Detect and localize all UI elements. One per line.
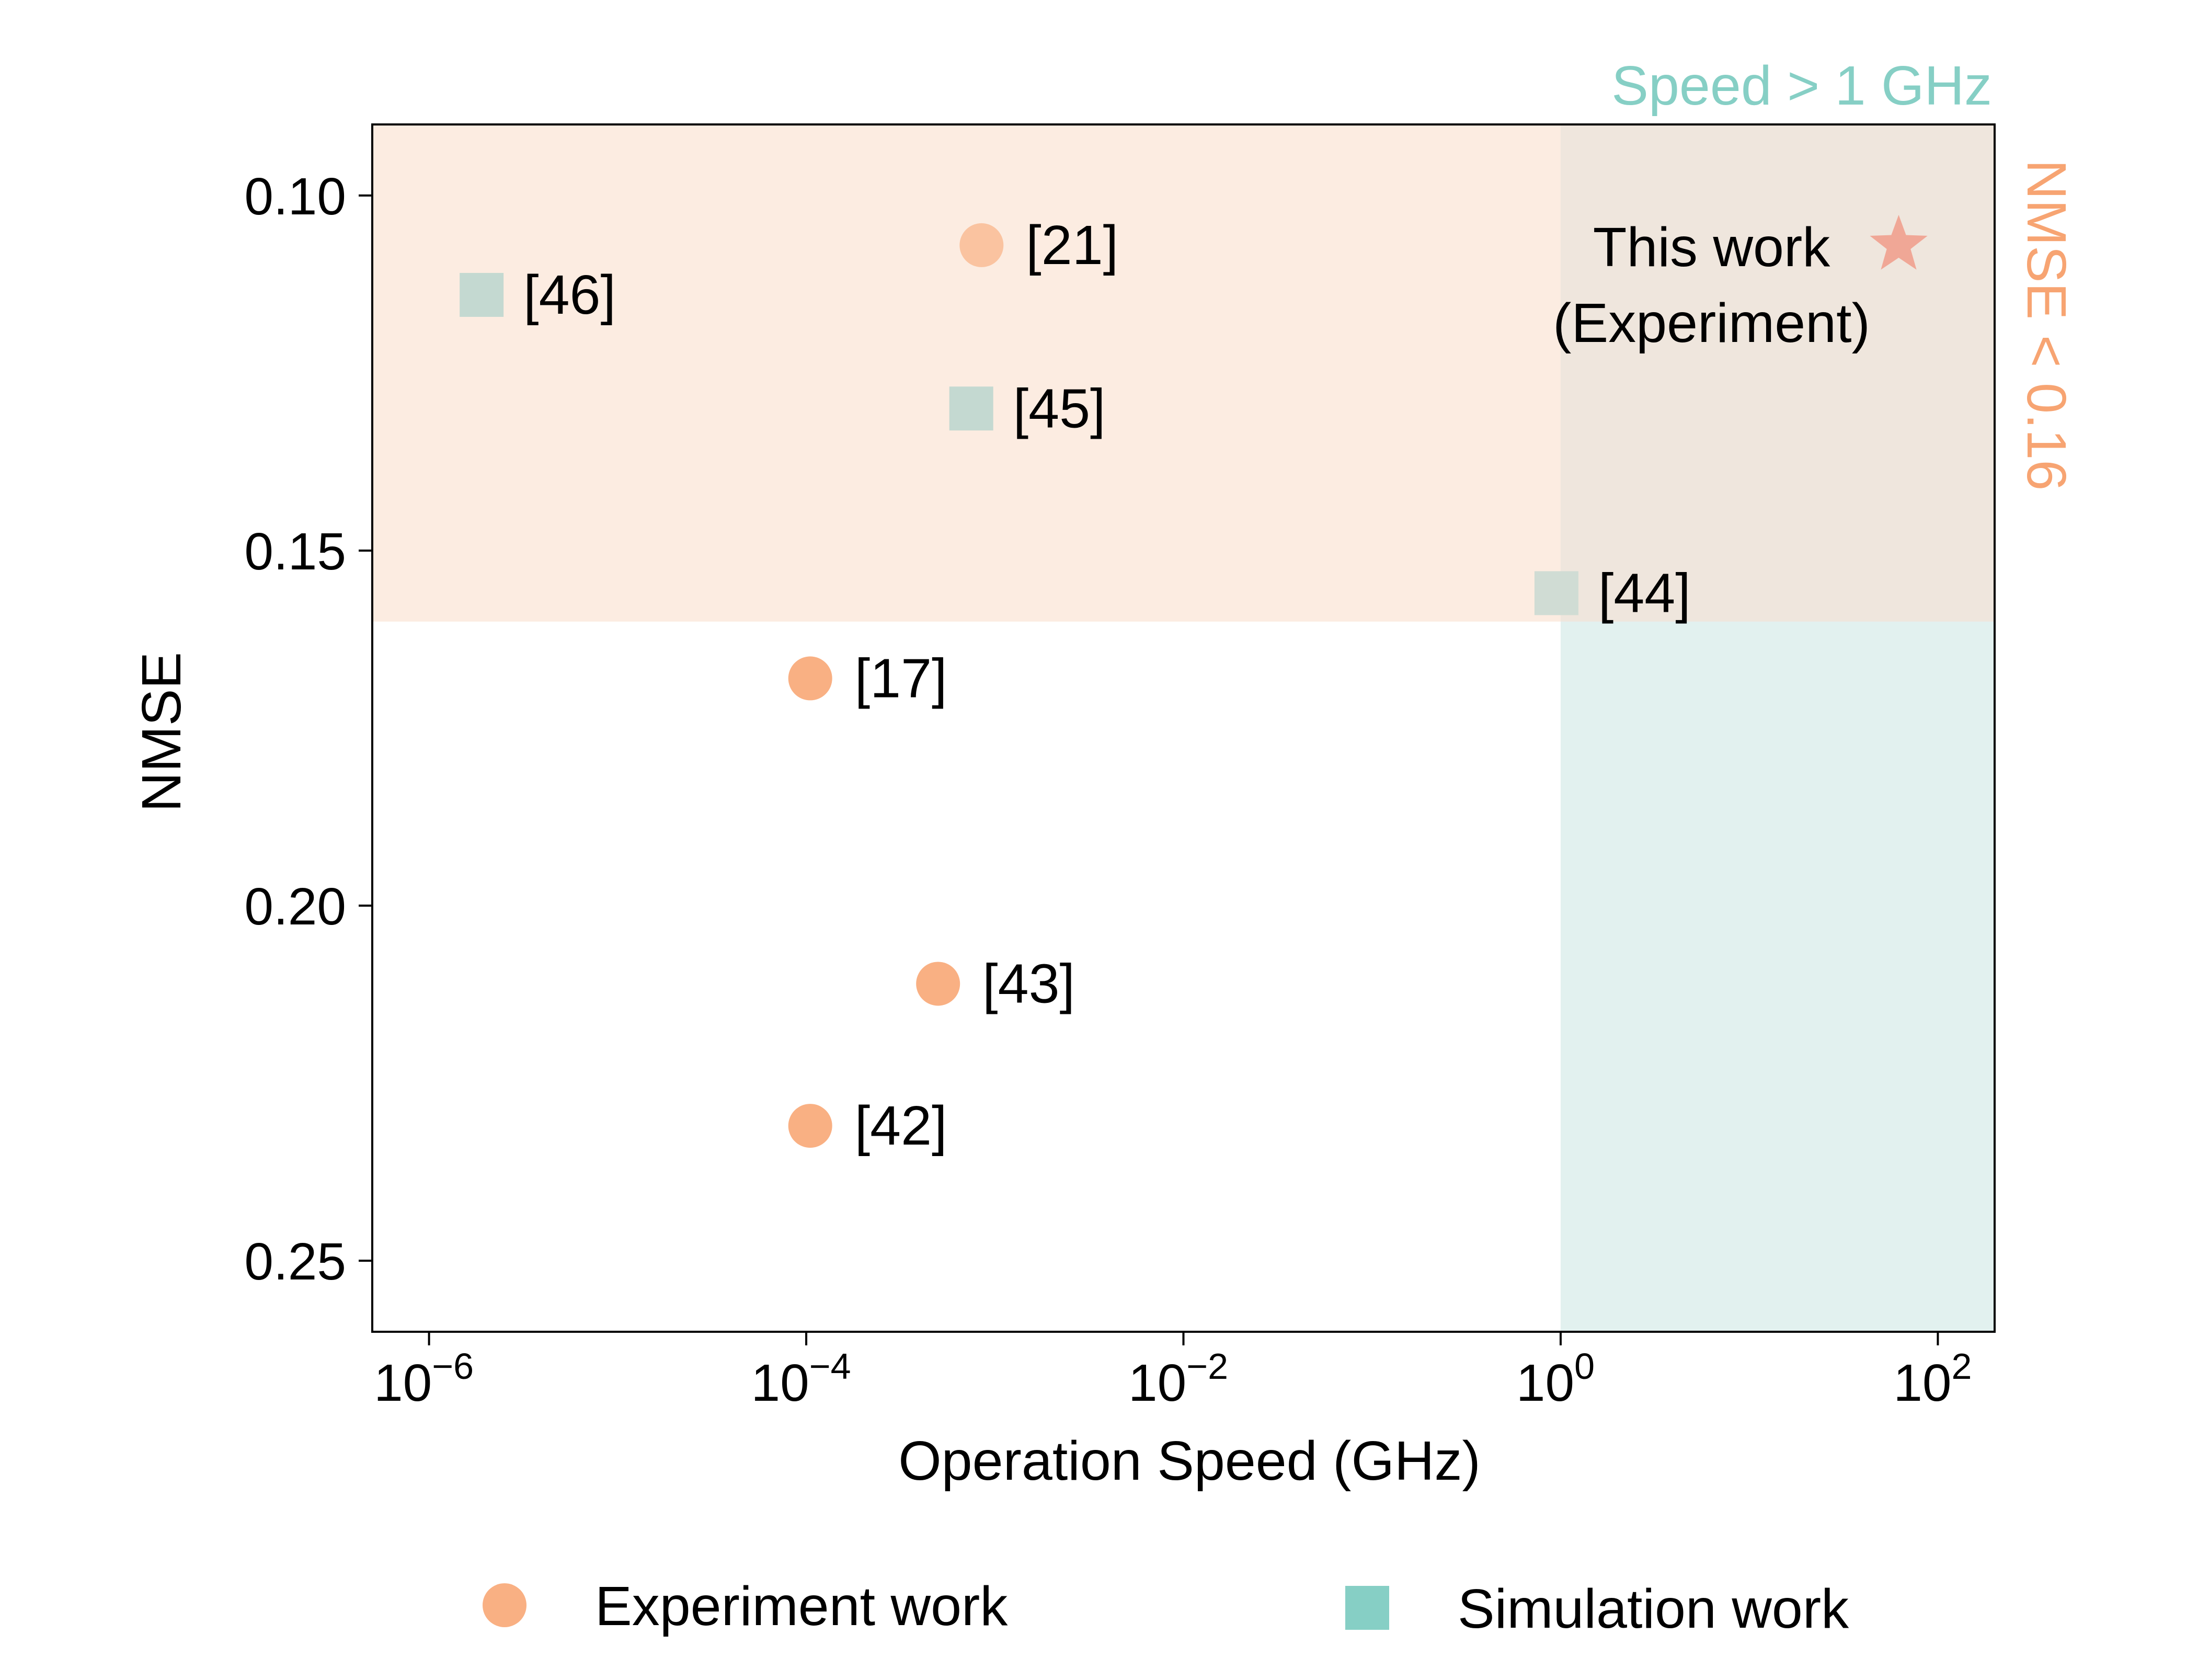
point-label: [21] — [1026, 214, 1118, 276]
shaded-regions — [372, 124, 1995, 1332]
experiment-point — [788, 656, 832, 701]
point-label: [42] — [855, 1095, 947, 1157]
x-tick-label: 100 — [1516, 1346, 1595, 1412]
point-labels: [21] [17] [43] [42] [46] [45] [44] This work (Ex… — [523, 214, 1870, 1157]
simulation-point — [949, 386, 993, 431]
axes: 10−6 10−4 10−2 100 102 0.10 0.15 0.20 0.25 — [244, 167, 1972, 1412]
x-tick-label: 10−4 — [751, 1346, 851, 1412]
simulation-point — [460, 272, 504, 317]
experiment-point — [959, 223, 1004, 267]
point-label: [46] — [523, 264, 616, 326]
speed-region-label: Speed > 1 GHz — [1611, 55, 1992, 117]
legend-square-marker — [1345, 1586, 1389, 1630]
data-points — [460, 214, 1928, 1148]
y-tick-label: 0.25 — [244, 1232, 346, 1291]
experiment-point — [916, 962, 960, 1006]
x-axis-label: Operation Speed (GHz) — [898, 1430, 1481, 1492]
simulation-point — [1534, 571, 1578, 615]
point-label: [44] — [1598, 562, 1691, 624]
nmse-region-label: NMSE < 0.16 — [2016, 159, 2077, 490]
legend-label: Simulation work — [1458, 1578, 1849, 1640]
experiment-point — [788, 1104, 832, 1148]
y-axis-label: NMSE — [131, 652, 192, 812]
point-label: [45] — [1013, 378, 1106, 439]
overlap-region — [1560, 124, 1995, 622]
legend-label: Experiment work — [595, 1575, 1008, 1637]
x-tick-label: 10−6 — [374, 1346, 474, 1412]
point-label: [17] — [855, 647, 947, 709]
legend-circle-marker — [483, 1583, 526, 1627]
this-work-label: This work — [1593, 216, 1831, 278]
y-tick-label: 0.15 — [244, 522, 346, 581]
this-work-sublabel: (Experiment) — [1553, 292, 1870, 354]
this-work-star — [1870, 214, 1928, 270]
y-tick-label: 0.20 — [244, 877, 346, 936]
x-tick-label: 102 — [1893, 1346, 1972, 1412]
y-tick-label: 0.10 — [244, 167, 346, 226]
legend: Experiment work Simulation work — [483, 1575, 1849, 1640]
point-label: [43] — [982, 953, 1075, 1014]
x-tick-label: 10−2 — [1128, 1346, 1228, 1412]
